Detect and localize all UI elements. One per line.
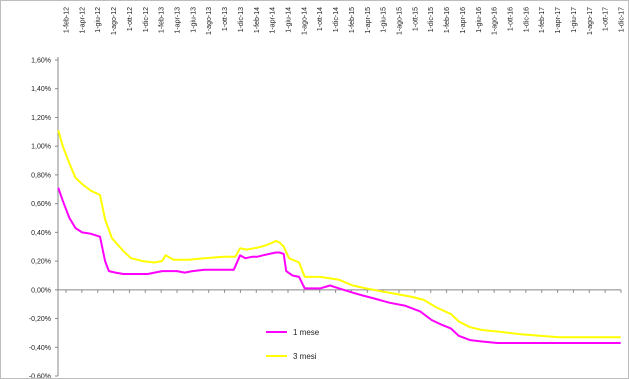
x-tick-label: 1-apr-16 (460, 7, 467, 34)
y-tick-label: 0,00% (31, 287, 51, 294)
legend-label-3-mesi: 3 mesi (293, 352, 317, 361)
y-tick-label: -0,40% (29, 345, 51, 352)
x-tick-label: 1-giu-17 (571, 7, 578, 33)
x-tick-label: 1-ott-14 (317, 7, 324, 31)
x-tick-label: 1-ago-16 (492, 7, 499, 35)
x-tick-label: 1-giu-16 (476, 7, 483, 33)
x-tick-label: 1-feb-16 (444, 7, 451, 33)
x-tick-label: 1-ago-14 (301, 7, 308, 35)
x-tick-label: 1-dic-13 (238, 7, 245, 32)
x-tick-label: 1-giu-14 (286, 7, 293, 33)
y-tick-label: 0,40% (31, 230, 51, 237)
x-tick-label: 1-ott-13 (222, 7, 229, 31)
x-tick-label: 1-giu-12 (95, 7, 102, 33)
legend-label-1-mese: 1 mese (293, 328, 320, 337)
x-axis: 1-feb-12 1-apr-12 1-giu-12 1-ago-12 1-ott-12… (58, 7, 626, 293)
x-tick-label: 1-dic-17 (619, 7, 626, 32)
x-tick-label: 1-ott-16 (508, 7, 515, 31)
y-tick-label: 1,40% (31, 86, 51, 93)
x-tick-label: 1-ott-17 (603, 7, 610, 31)
x-tick-label: 1-feb-13 (159, 7, 166, 33)
x-tick-label: 1-apr-17 (555, 7, 562, 34)
x-tick-label: 1-ott-15 (412, 7, 419, 31)
x-tick-label: 1-feb-14 (254, 7, 261, 33)
x-tick-label: 1-ago-15 (397, 7, 404, 35)
x-tick-label: 1-ago-13 (206, 7, 213, 35)
x-tick-label: 1-feb-15 (349, 7, 356, 33)
y-tick-label: 0,60% (31, 201, 51, 208)
x-tick-label: 1-ott-12 (127, 7, 134, 31)
x-tick-label: 1-apr-14 (270, 7, 277, 34)
x-tick-label: 1-dic-15 (428, 7, 435, 32)
y-tick-label: -0,60% (29, 374, 51, 379)
x-tick-label: 1-apr-15 (365, 7, 372, 34)
series-line-3-mesi (57, 130, 621, 339)
x-tick-label: 1-feb-17 (539, 7, 546, 33)
y-tick-label: 1,00% (31, 144, 51, 151)
x-tick-label: 1-apr-12 (79, 7, 86, 34)
y-axis: 1,60% 1,40% 1,20% 1,00% 0,80% 0,60% 0,40% 0,20%… (29, 57, 59, 379)
series-lines (57, 130, 621, 344)
y-tick-label: -0,20% (29, 316, 51, 323)
y-tick-label: 0,20% (31, 259, 51, 266)
x-tick-label: 1-ago-12 (111, 7, 118, 35)
x-tick-label: 1-giu-15 (381, 7, 388, 33)
series-line-1-mese (57, 187, 621, 344)
x-tick-label: 1-apr-13 (175, 7, 182, 34)
x-tick-label: 1-dic-16 (523, 7, 530, 32)
y-tick-label: 1,20% (31, 115, 51, 122)
x-tick-label: 1-giu-13 (190, 7, 197, 33)
x-tick-label: 1-ago-17 (587, 7, 594, 35)
x-tick-label: 1-feb-12 (64, 7, 71, 33)
y-tick-label: 1,60% (31, 58, 51, 65)
y-tick-label: 0,80% (31, 172, 51, 179)
x-tick-label: 1-dic-12 (143, 7, 150, 32)
x-tick-label: 1-dic-14 (333, 7, 340, 32)
legend: 1 mese 3 mesi (266, 328, 320, 361)
